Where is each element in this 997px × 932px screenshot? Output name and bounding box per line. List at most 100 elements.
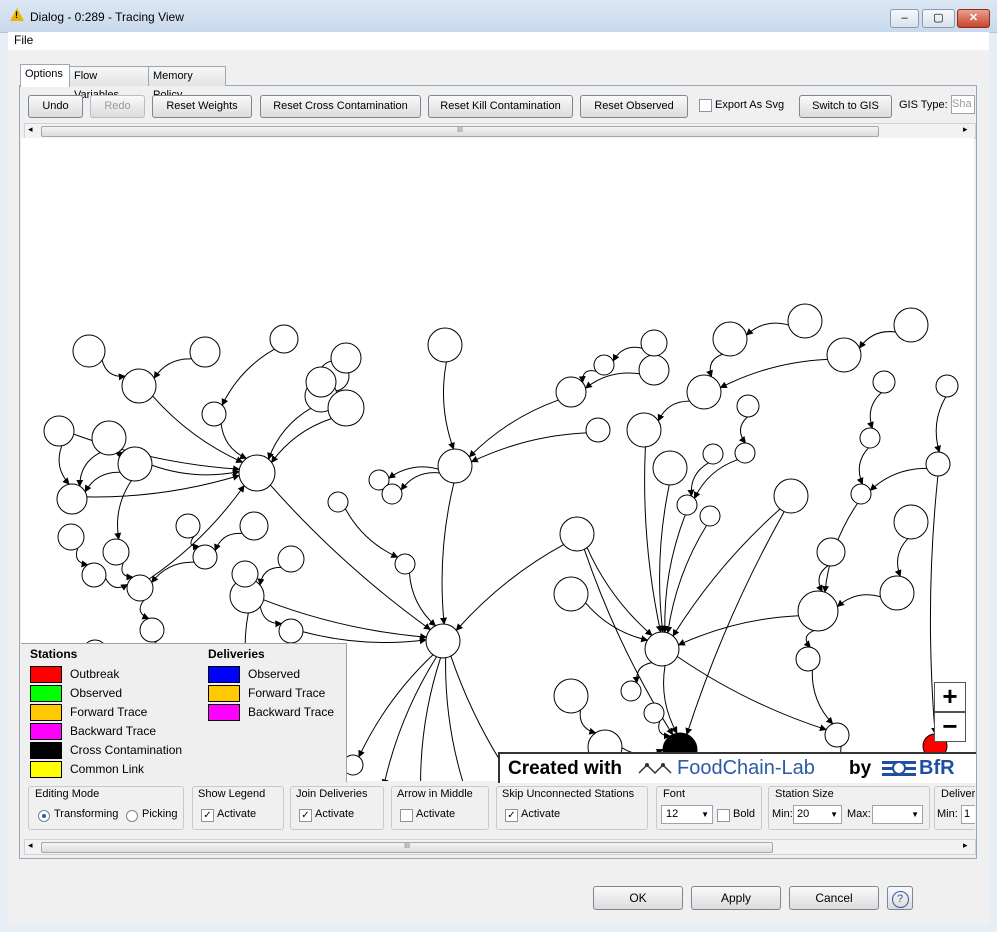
delivery-edge[interactable] [105, 578, 129, 591]
delivery-edge[interactable] [836, 594, 881, 608]
station-node[interactable] [826, 337, 862, 373]
toolbar-scroll-thumb[interactable]: III [41, 126, 879, 137]
station-node[interactable] [797, 590, 839, 632]
delivery-edge[interactable] [661, 514, 686, 633]
station-node[interactable] [893, 307, 929, 343]
station-node[interactable] [368, 469, 390, 491]
ok-button[interactable]: OK [593, 886, 683, 910]
station-node[interactable] [872, 370, 896, 394]
delivery-edge[interactable] [663, 665, 678, 734]
station-node[interactable] [91, 420, 127, 456]
station-node[interactable] [394, 553, 416, 575]
maximize-button[interactable]: ▢ [922, 9, 955, 28]
delivery-edge[interactable] [151, 464, 240, 477]
station-node[interactable] [643, 702, 665, 724]
font-bold-checkbox[interactable] [717, 809, 730, 822]
scroll-right-icon[interactable]: ▸ [963, 124, 968, 134]
station-node[interactable] [269, 324, 299, 354]
station-node[interactable] [824, 722, 850, 748]
station-node[interactable] [702, 443, 724, 465]
delivery-edge[interactable] [269, 484, 431, 631]
delivery-edge[interactable] [400, 472, 440, 491]
delivery-edge[interactable] [76, 452, 101, 487]
station-node[interactable] [935, 374, 959, 398]
delivery-edge[interactable] [658, 484, 670, 633]
apply-button[interactable]: Apply [691, 886, 781, 910]
station-node[interactable] [850, 483, 872, 505]
delivery-edge[interactable] [816, 565, 829, 593]
delivery-edge[interactable] [706, 353, 723, 378]
delivery-edge[interactable] [584, 372, 640, 389]
station-node[interactable] [117, 446, 153, 482]
station-node[interactable] [427, 327, 463, 363]
station-node[interactable] [126, 574, 154, 602]
delivery-edge[interactable] [867, 392, 882, 429]
delivery-edge[interactable] [658, 721, 671, 740]
station-node[interactable] [593, 354, 615, 376]
delivery-edge[interactable] [579, 710, 597, 735]
delivery-edge[interactable] [388, 466, 439, 479]
zoom-out-button[interactable]: − [934, 712, 966, 742]
delivery-edge[interactable] [856, 447, 869, 485]
zoom-in-button[interactable]: + [934, 682, 966, 712]
delivery-edge[interactable] [894, 538, 909, 577]
transforming-radio[interactable] [38, 810, 50, 822]
delivery-edge[interactable] [358, 654, 434, 758]
delivery-edge[interactable] [408, 572, 437, 627]
station-node[interactable] [734, 442, 756, 464]
delivery-edge[interactable] [676, 656, 827, 732]
station-node[interactable] [57, 523, 85, 551]
switch-to-gis-button[interactable]: Switch to GIS [799, 95, 892, 118]
station-node[interactable] [553, 678, 589, 714]
station-node[interactable] [736, 394, 760, 418]
delivery-edge[interactable] [220, 423, 248, 459]
station-node[interactable] [816, 537, 846, 567]
delivery-edge[interactable] [75, 547, 89, 568]
reset-observed-button[interactable]: Reset Observed [580, 95, 688, 118]
delivery-edge[interactable] [271, 418, 332, 463]
redo-button[interactable]: Redo [90, 95, 145, 118]
delivery-edge[interactable] [221, 348, 275, 406]
station-node[interactable] [626, 412, 662, 448]
tab-flow-variables[interactable]: Flow Variables [69, 66, 149, 101]
delivery-edge[interactable] [586, 547, 653, 636]
station-node[interactable] [278, 618, 304, 644]
delivery-edge[interactable] [445, 657, 468, 781]
station-node[interactable] [585, 417, 611, 443]
delivery-edge[interactable] [84, 471, 121, 493]
delivery-edge[interactable] [381, 656, 437, 781]
station-node[interactable] [638, 354, 670, 386]
station-node[interactable] [555, 376, 587, 408]
delivery-edge[interactable] [719, 358, 828, 389]
station-node[interactable] [231, 560, 259, 588]
delivery-edge[interactable] [259, 606, 283, 628]
station-node[interactable] [102, 538, 130, 566]
station-node[interactable] [437, 448, 473, 484]
delivery-edge[interactable] [114, 480, 132, 540]
station-node[interactable] [676, 494, 698, 516]
delivery-edge[interactable] [190, 536, 200, 551]
station-node[interactable] [330, 342, 362, 374]
delivery-edge[interactable] [455, 544, 564, 631]
show-legend-checkbox[interactable]: ✓ [201, 809, 214, 822]
delivery-edge[interactable] [578, 370, 597, 384]
station-node[interactable] [773, 478, 809, 514]
delivery-edge[interactable] [148, 485, 245, 580]
close-button[interactable]: ✕ [957, 9, 990, 28]
delivery-edge[interactable] [263, 599, 428, 641]
undo-button[interactable]: Undo [28, 95, 83, 118]
station-node[interactable] [795, 646, 821, 672]
delivery-edge[interactable] [859, 331, 896, 349]
delivery-edge[interactable] [677, 615, 799, 646]
reset-weights-button[interactable]: Reset Weights [152, 95, 252, 118]
options-scroll-thumb[interactable]: III [41, 842, 773, 853]
station-node[interactable] [425, 623, 461, 659]
station-node[interactable] [787, 303, 823, 339]
station-node[interactable] [327, 491, 349, 513]
station-node[interactable] [238, 454, 276, 492]
station-node[interactable] [686, 374, 722, 410]
station-node[interactable] [879, 575, 915, 611]
toolbar-scrollbar[interactable]: ◂ III ▸ [24, 123, 976, 139]
tab-memory-policy[interactable]: Memory Policy [148, 66, 226, 101]
delivery-edge[interactable] [101, 360, 126, 381]
